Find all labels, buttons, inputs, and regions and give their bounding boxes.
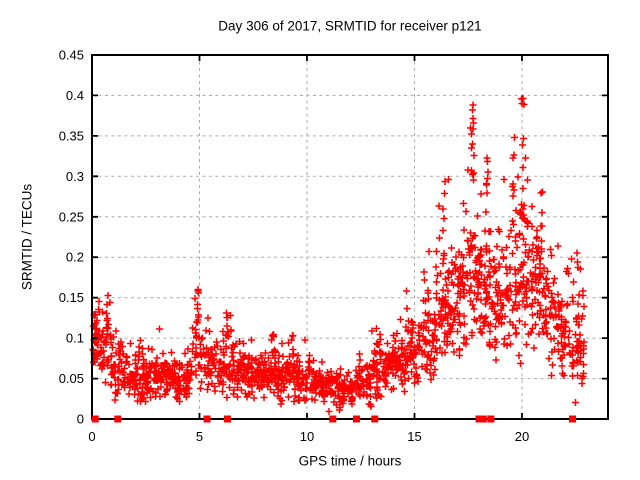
x-tick-label: 10 bbox=[300, 429, 314, 444]
zero-value-square-marker bbox=[329, 415, 337, 423]
zero-value-square-marker bbox=[91, 415, 99, 423]
y-tick-label: 0.2 bbox=[66, 250, 84, 265]
zero-value-square-marker bbox=[114, 415, 122, 423]
x-tick-label: 20 bbox=[515, 429, 529, 444]
plot-border bbox=[91, 54, 609, 420]
y-tick-label: 0.25 bbox=[59, 209, 84, 224]
zero-value-square-marker bbox=[569, 415, 577, 423]
chart-title: Day 306 of 2017, SRMTID for receiver p12… bbox=[218, 18, 482, 34]
x-tick-label: 0 bbox=[88, 429, 95, 444]
y-tick-label: 0.35 bbox=[59, 128, 84, 143]
y-tick-label: 0.1 bbox=[66, 331, 84, 346]
grid-lines bbox=[92, 55, 608, 419]
zero-value-square-marker bbox=[223, 415, 231, 423]
y-tick-label: 0.15 bbox=[59, 290, 84, 305]
y-tick-label: 0.4 bbox=[66, 88, 84, 103]
x-tick-label: 15 bbox=[407, 429, 421, 444]
zero-value-square-marker bbox=[487, 415, 495, 423]
zero-value-square-marker bbox=[479, 415, 487, 423]
y-tick-label: 0 bbox=[77, 412, 84, 427]
x-axis-title: GPS time / hours bbox=[298, 453, 402, 469]
zero-value-square-marker bbox=[203, 415, 211, 423]
zero-value-square-marker bbox=[475, 415, 483, 423]
data-points-plus-markers bbox=[89, 95, 588, 415]
zero-value-square-marker bbox=[371, 415, 379, 423]
zero-value-square-marker bbox=[352, 415, 360, 423]
y-tick-label: 0.05 bbox=[59, 371, 84, 386]
y-tick-label: 0.3 bbox=[66, 169, 84, 184]
x-tick-label: 5 bbox=[196, 429, 203, 444]
y-tick-label: 0.45 bbox=[59, 48, 84, 63]
